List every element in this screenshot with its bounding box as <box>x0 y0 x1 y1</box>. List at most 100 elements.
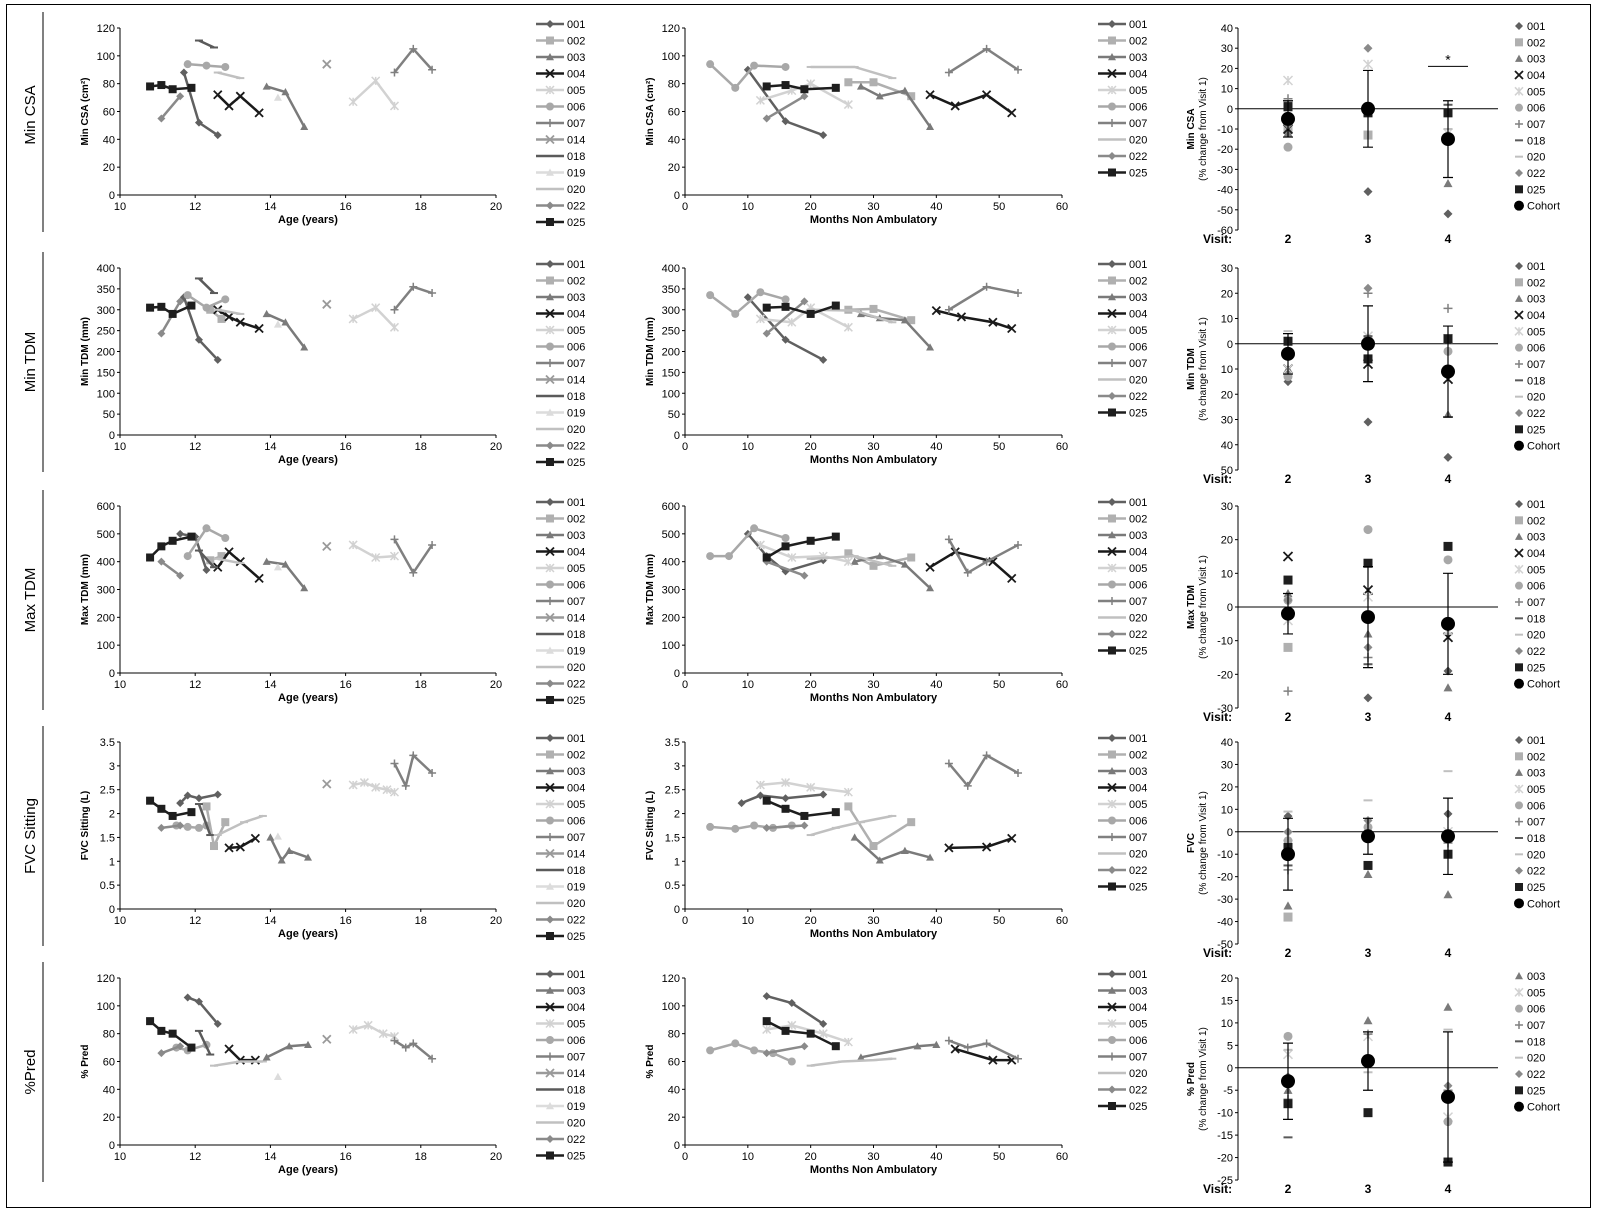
legend-marker <box>546 514 554 523</box>
data-point <box>146 796 155 805</box>
series-006 <box>706 60 790 92</box>
x-tick-label: 20 <box>490 1151 502 1163</box>
visit-label: Visit: <box>1203 1182 1232 1196</box>
data-point <box>281 88 290 96</box>
series-line <box>160 95 182 120</box>
series-line <box>766 799 836 818</box>
legend-label: 020 <box>1129 849 1147 861</box>
y-tick-label: -30 <box>1217 894 1233 906</box>
data-point <box>187 301 196 310</box>
cohort-point <box>1361 336 1375 351</box>
y-tick-label: 0 <box>1227 827 1233 839</box>
series-006 <box>183 291 230 312</box>
row-3: FVC Sitting <box>22 726 44 946</box>
data-point <box>1363 1108 1373 1118</box>
series-001 <box>743 65 828 140</box>
legend-marker <box>1107 563 1117 573</box>
legend-marker <box>1514 987 1524 997</box>
series-025 <box>762 796 840 820</box>
y-tick-label: 3.5 <box>665 737 680 749</box>
cohort-point <box>1281 111 1295 126</box>
data-point <box>781 542 790 551</box>
y-axis-label: Min CSA (cm²) <box>80 78 91 146</box>
data-point <box>1283 912 1293 922</box>
data-point <box>755 314 765 324</box>
data-point <box>176 799 185 808</box>
data-point <box>843 322 853 332</box>
data-point <box>266 833 275 841</box>
legend-label: 002 <box>567 276 585 288</box>
legend-marker <box>545 85 555 95</box>
legend-label: 006 <box>567 580 585 592</box>
legend-label: 007 <box>567 118 585 130</box>
data-point <box>781 117 790 126</box>
y-tick-label: 2.5 <box>100 785 115 797</box>
data-point <box>221 62 230 71</box>
legend-marker <box>1108 20 1116 28</box>
visit-tick-label: 2 <box>1285 472 1292 486</box>
data-point <box>706 60 715 69</box>
data-point <box>348 540 358 550</box>
legend-marker <box>1108 1052 1116 1061</box>
series-001 <box>743 293 828 364</box>
series-007 <box>390 282 437 314</box>
y-axis-label: Min CSA <box>1186 108 1197 149</box>
legend-label: 022 <box>1527 1069 1545 1081</box>
y-tick-label: 40 <box>1221 440 1233 452</box>
data-point <box>371 76 381 86</box>
legend-marker <box>1108 1085 1116 1094</box>
series-018 <box>194 277 218 295</box>
series-003 <box>262 1040 312 1061</box>
data-point <box>755 780 765 790</box>
data-point <box>428 289 437 298</box>
y-tick-label: -10 <box>1217 124 1233 136</box>
series-006 <box>183 60 230 71</box>
legend-marker <box>1514 548 1524 558</box>
legend-label: Cohort <box>1527 201 1560 213</box>
data-point <box>221 295 230 304</box>
data-point <box>1443 179 1453 188</box>
legend-label: 001 <box>1129 259 1147 271</box>
legend-marker <box>1515 801 1523 810</box>
x-tick-label: 30 <box>867 1151 879 1163</box>
data-point <box>1443 303 1453 313</box>
data-point <box>194 997 203 1006</box>
legend-marker <box>546 767 554 775</box>
data-point <box>781 1026 790 1035</box>
x-tick-label: 10 <box>114 915 126 927</box>
series-Cohort <box>1281 566 1455 675</box>
legend-marker <box>546 441 554 450</box>
data-point <box>944 68 953 77</box>
y-tick-label: 3 <box>109 761 115 773</box>
series-line <box>160 1045 181 1055</box>
data-point <box>194 335 203 344</box>
y-tick-label: 20 <box>103 1112 115 1124</box>
series-line <box>760 306 849 329</box>
data-point <box>322 299 332 309</box>
legend-label: 004 <box>567 309 585 321</box>
data-point <box>762 992 771 1001</box>
legend-marker <box>546 986 554 994</box>
data-point <box>875 856 884 864</box>
x-tick-label: 10 <box>114 1151 126 1163</box>
data-point <box>187 532 196 541</box>
legend-label: 005 <box>1527 326 1545 338</box>
legend-marker <box>1515 1021 1523 1029</box>
data-point <box>1443 452 1453 462</box>
data-point <box>1363 1016 1373 1025</box>
y-tick-label: 20 <box>1221 288 1233 300</box>
legend-label: 022 <box>1527 168 1545 180</box>
data-point <box>750 524 759 533</box>
data-point <box>731 83 740 92</box>
cohort-point <box>1441 1089 1455 1104</box>
y-tick-label: 100 <box>97 640 115 652</box>
series-014 <box>322 1034 332 1044</box>
y-tick-label: 300 <box>97 585 115 597</box>
legend-label: 020 <box>1527 630 1545 642</box>
legend-label: 005 <box>567 325 585 337</box>
x-tick-label: 30 <box>867 441 879 453</box>
legend-label: 007 <box>1527 359 1545 371</box>
series-004 <box>224 833 260 853</box>
legend-label: 001 <box>1129 969 1147 981</box>
